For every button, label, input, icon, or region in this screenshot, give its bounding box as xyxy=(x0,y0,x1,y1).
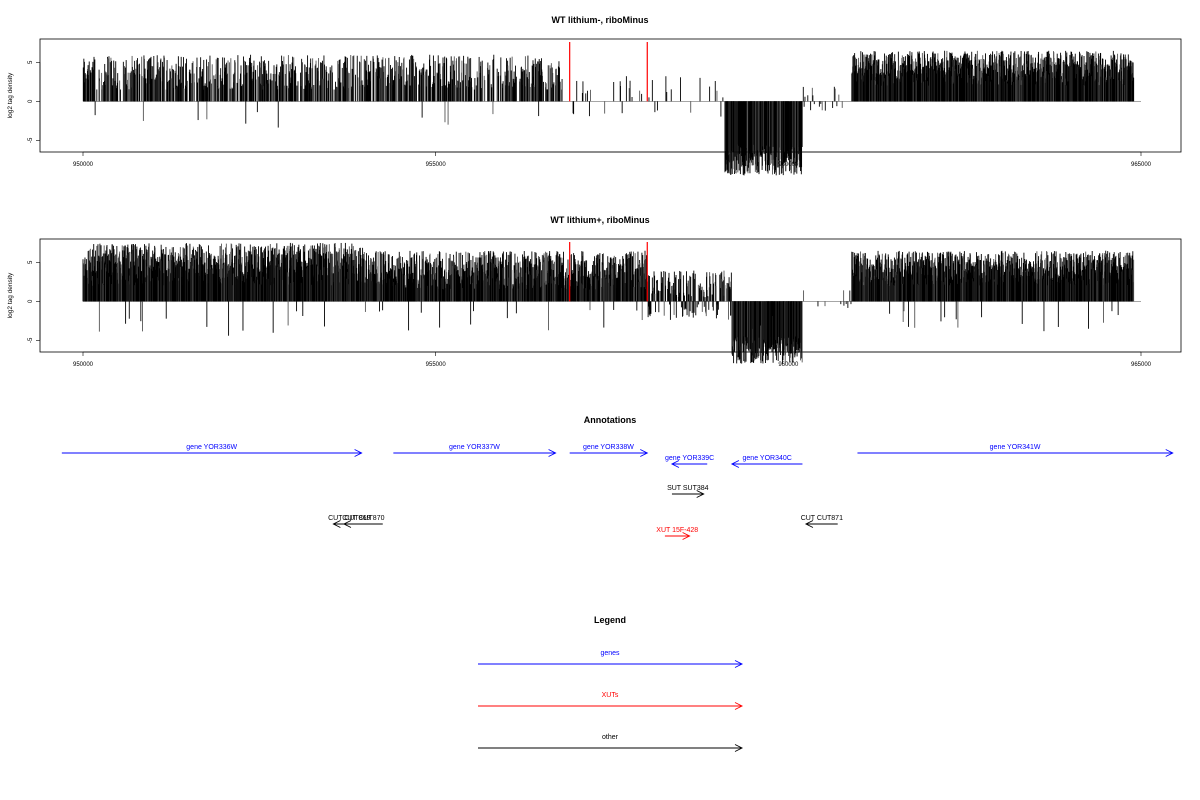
x-tick-label: 950000 xyxy=(73,162,94,168)
density-bars xyxy=(82,242,1135,364)
track-panel-1: WT lithium-, riboMinus -5 0 5 log2 tag densi… xyxy=(7,15,1182,176)
x-tick-label: 955000 xyxy=(426,162,447,168)
y-tick-label: 5 xyxy=(28,60,34,64)
y-tick-label: -5 xyxy=(28,137,34,143)
x-tick-label: 965000 xyxy=(1131,162,1152,168)
y-tick-label: 0 xyxy=(28,99,34,103)
y-axis-label: log2 tag density xyxy=(7,72,14,118)
track-title: WT lithium+, riboMinus xyxy=(550,215,649,225)
track-title: WT lithium-, riboMinus xyxy=(552,15,649,25)
density-bars xyxy=(82,50,1135,176)
x-tick-label: 960000 xyxy=(778,162,799,168)
